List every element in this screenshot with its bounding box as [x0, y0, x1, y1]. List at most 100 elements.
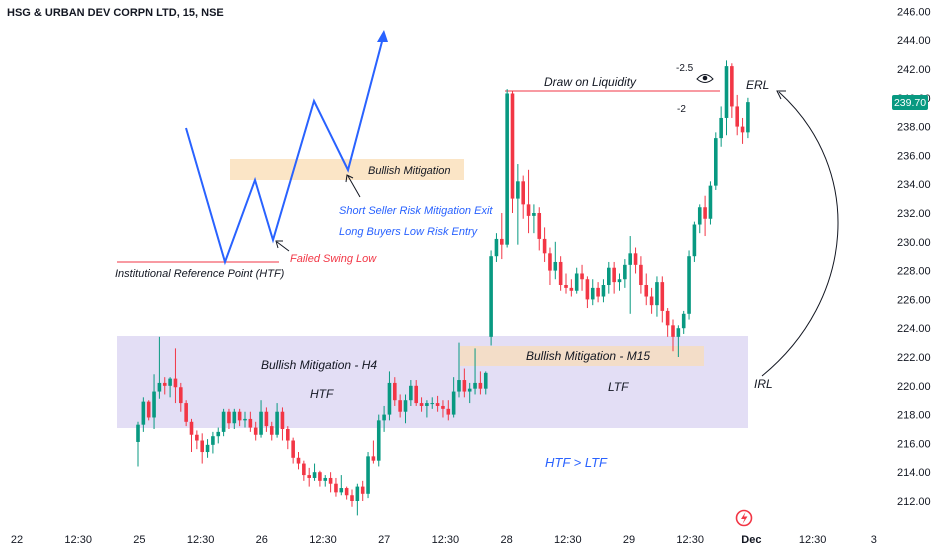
candle[interactable] [708, 181, 713, 225]
candle[interactable] [505, 89, 509, 248]
candle[interactable] [564, 273, 568, 294]
candle[interactable] [286, 426, 290, 450]
candle[interactable] [510, 90, 515, 213]
candle[interactable] [200, 433, 204, 464]
candle[interactable] [574, 267, 579, 294]
candle[interactable] [366, 452, 370, 499]
candle[interactable] [607, 261, 611, 294]
candle[interactable] [730, 63, 734, 118]
candle[interactable] [628, 236, 632, 314]
candle[interactable] [275, 403, 279, 438]
candle[interactable] [184, 400, 188, 427]
eye-icon[interactable] [696, 74, 714, 83]
candle[interactable] [655, 276, 659, 317]
candle[interactable] [318, 470, 322, 487]
candle[interactable] [521, 175, 525, 219]
candle[interactable] [681, 310, 686, 334]
x-axis[interactable]: 22 12:30 25 12:30 26 12:30 27 12:30 28 12:30 29 12:… [11, 534, 877, 546]
candle[interactable] [328, 472, 333, 493]
candle[interactable] [195, 430, 199, 450]
candle[interactable] [382, 405, 386, 432]
candle[interactable] [697, 204, 702, 234]
candle[interactable] [168, 377, 172, 398]
candle[interactable] [419, 397, 424, 412]
candle[interactable] [671, 319, 675, 352]
candle[interactable] [740, 117, 745, 144]
candle[interactable] [617, 273, 622, 291]
candle[interactable] [414, 380, 418, 406]
candle[interactable] [430, 397, 435, 409]
m15-zone[interactable] [460, 346, 704, 366]
candle[interactable] [221, 408, 226, 437]
candle[interactable] [526, 169, 531, 234]
candle[interactable] [623, 259, 627, 288]
candle[interactable] [532, 204, 536, 234]
candle[interactable] [537, 207, 542, 251]
candle[interactable] [339, 475, 344, 496]
candle[interactable] [494, 233, 499, 262]
candle[interactable] [457, 342, 461, 398]
candle[interactable] [724, 60, 729, 136]
candle[interactable] [585, 276, 590, 309]
candle[interactable] [462, 368, 467, 398]
candle[interactable] [179, 382, 183, 412]
candle[interactable] [189, 418, 194, 453]
candle[interactable] [451, 377, 456, 418]
candle[interactable] [687, 250, 691, 320]
candle[interactable] [665, 308, 670, 337]
candle[interactable] [376, 414, 381, 467]
candle[interactable] [639, 256, 643, 294]
candle[interactable] [660, 276, 665, 323]
candle[interactable] [403, 394, 408, 424]
candle[interactable] [473, 348, 477, 395]
candle[interactable] [435, 395, 440, 412]
candle[interactable] [205, 439, 210, 458]
candle[interactable] [542, 227, 547, 262]
candle[interactable] [446, 400, 451, 421]
candle[interactable] [157, 336, 162, 399]
y-axis[interactable]: 212.00 214.00 216.00 218.00 220.00 222.00 224.… [897, 6, 931, 508]
candle[interactable] [692, 221, 697, 262]
candle[interactable] [719, 106, 723, 147]
candle[interactable] [580, 264, 584, 291]
candle[interactable] [387, 371, 392, 421]
candle[interactable] [360, 480, 365, 501]
candle[interactable] [644, 273, 649, 306]
candle[interactable] [393, 377, 397, 406]
candle[interactable] [344, 486, 349, 500]
candle[interactable] [227, 408, 231, 429]
candle[interactable] [211, 431, 215, 454]
candle[interactable] [307, 467, 311, 487]
candle[interactable] [216, 427, 221, 444]
candle[interactable] [302, 460, 306, 481]
candle[interactable] [264, 407, 269, 432]
candle[interactable] [489, 250, 493, 346]
candle[interactable] [146, 400, 151, 421]
candle[interactable] [152, 374, 156, 429]
candle[interactable] [253, 421, 258, 441]
candle[interactable] [483, 371, 488, 395]
candle[interactable] [243, 411, 247, 428]
candle[interactable] [232, 408, 237, 429]
candle[interactable] [371, 440, 376, 464]
candle[interactable] [746, 97, 750, 139]
schematic-path[interactable] [185, 33, 385, 266]
candle[interactable] [478, 371, 483, 395]
candle[interactable] [312, 463, 317, 481]
candle[interactable] [676, 325, 681, 357]
candle[interactable] [601, 279, 606, 303]
candle[interactable] [569, 279, 574, 297]
candle[interactable] [296, 452, 301, 470]
candle[interactable] [162, 377, 167, 395]
candle[interactable] [558, 256, 563, 291]
candle[interactable] [259, 400, 263, 438]
candle[interactable] [516, 164, 520, 245]
candle[interactable] [633, 247, 638, 274]
candle[interactable] [350, 489, 354, 507]
candle[interactable] [269, 421, 274, 441]
candle[interactable] [248, 411, 253, 432]
candle[interactable] [136, 421, 140, 467]
candle[interactable] [409, 380, 413, 406]
candle[interactable] [280, 407, 285, 441]
